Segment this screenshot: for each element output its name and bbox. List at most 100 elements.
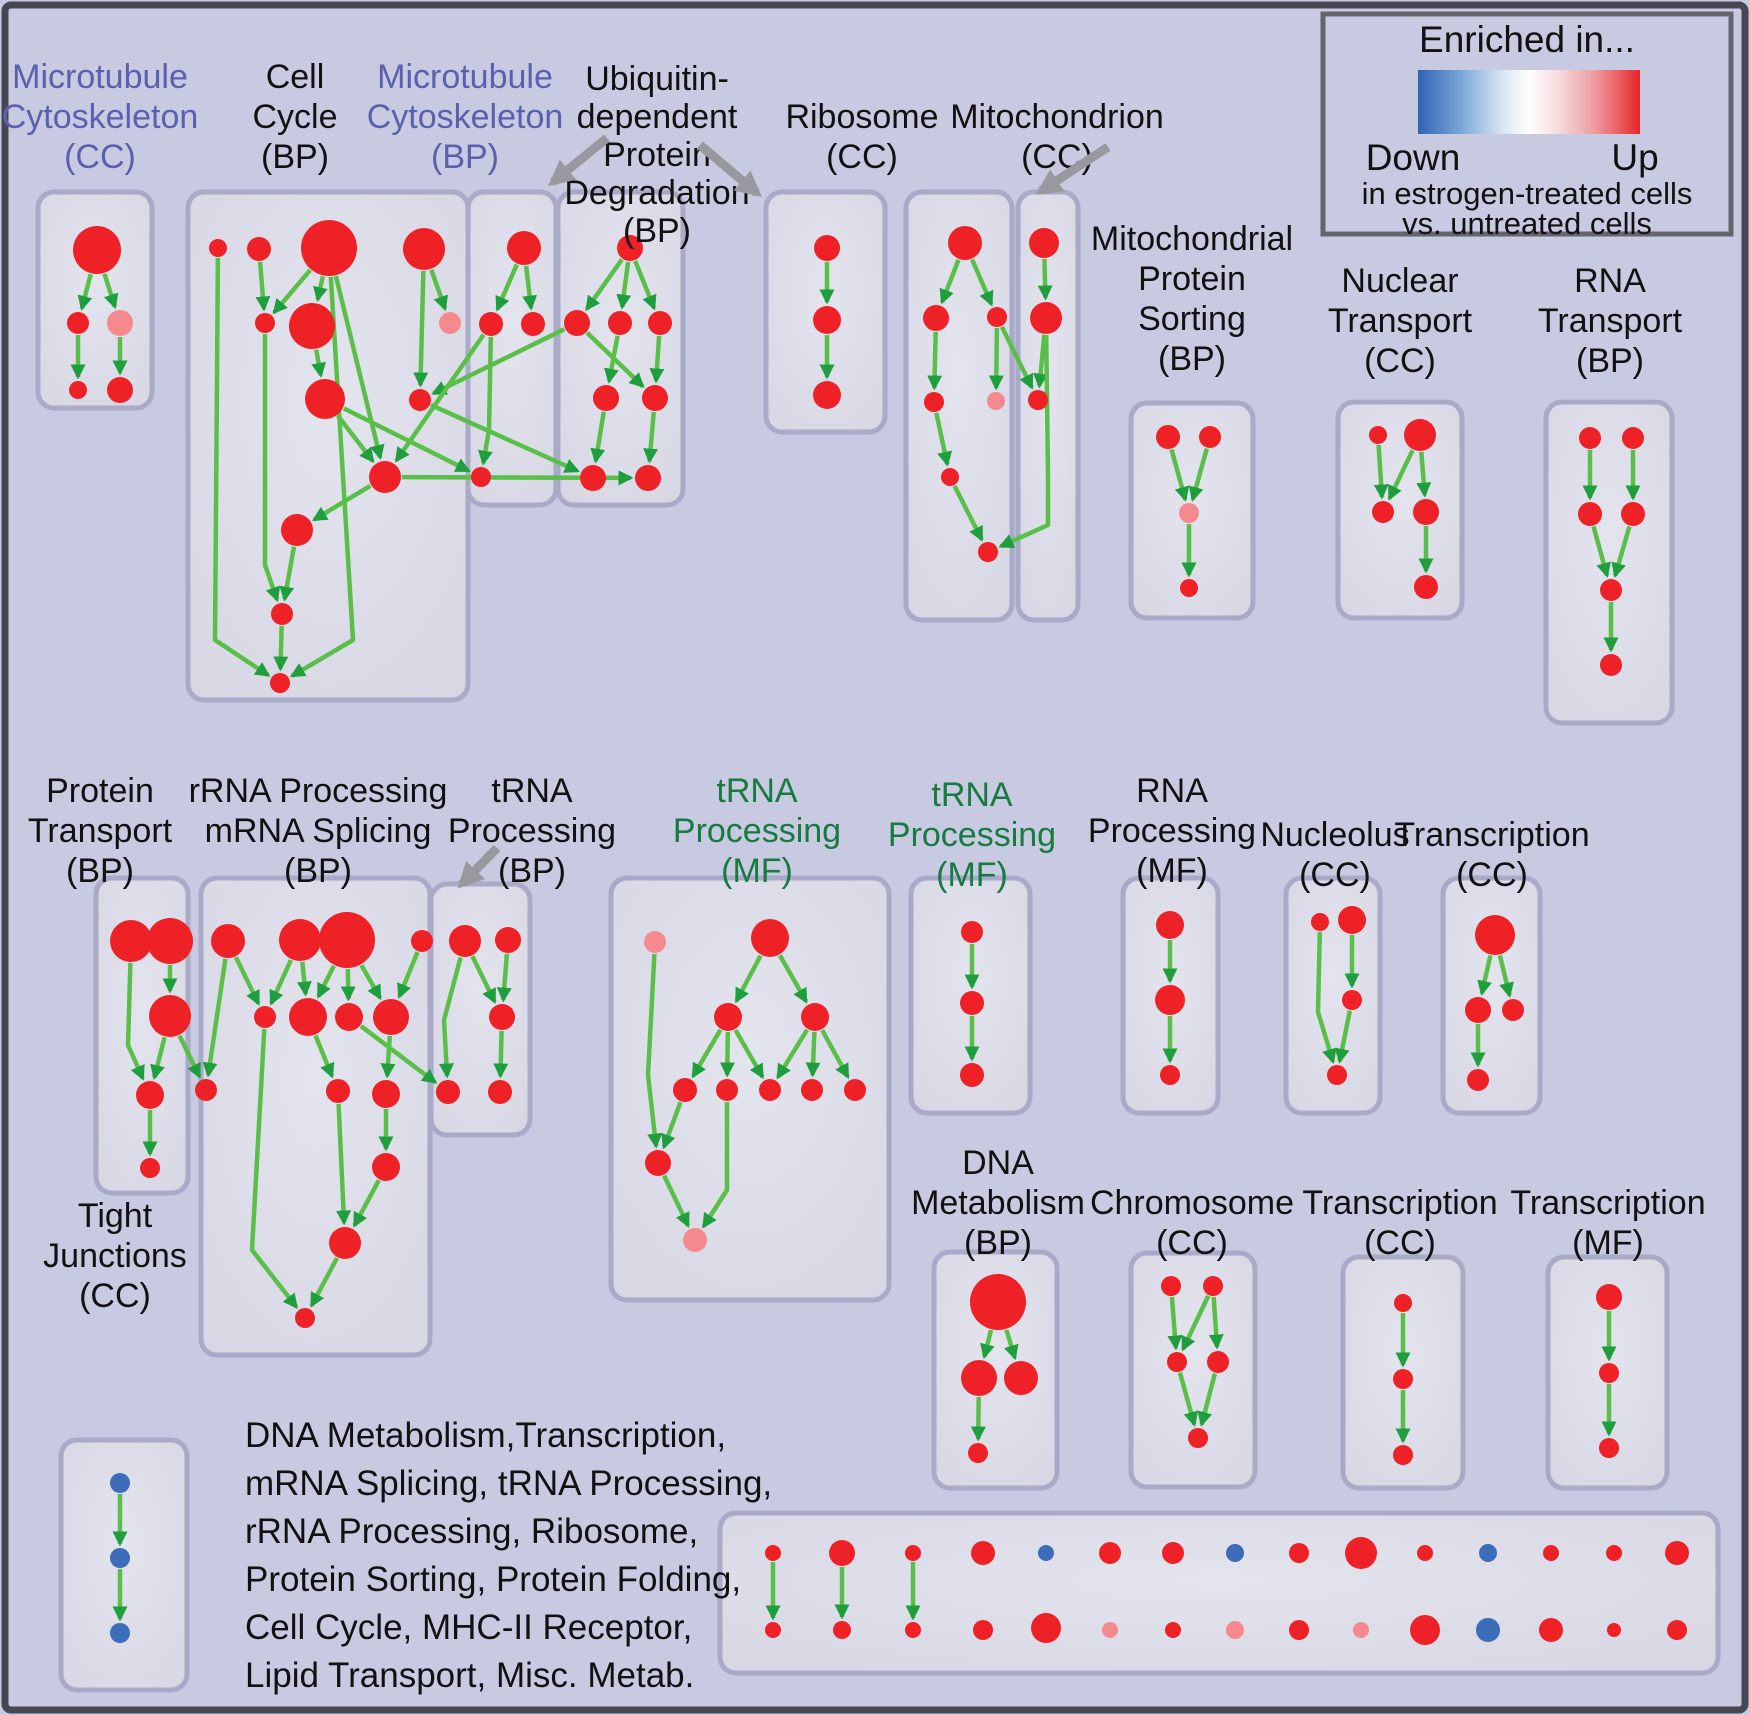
node-q11 (372, 1153, 400, 1181)
node-n3 (1372, 501, 1394, 523)
node-b10t (1345, 1537, 1377, 1569)
node-b5b (1031, 1613, 1061, 1643)
node-t1 (1579, 427, 1601, 449)
node-e1 (1161, 1276, 1181, 1296)
cluster-label-trna-processing-mf-2: tRNA Processing (MF) (888, 776, 1056, 894)
node-g1 (961, 921, 983, 943)
node-m3 (521, 312, 545, 336)
cluster-label-protein-transport-bp: Protein Transport (BP) (28, 772, 173, 890)
arrow-to-ubiquitin-box-2 (697, 141, 762, 198)
node-n5 (1414, 575, 1438, 599)
node-f3 (714, 1003, 742, 1031)
node-k5 (488, 1080, 512, 1104)
edge-arrow (429, 402, 580, 474)
node-f8 (801, 1079, 823, 1101)
edge-arrow (150, 1036, 167, 1081)
cluster-box-microtubule-cytoskeleton-cc (35, 189, 155, 411)
cluster-label-cell-cycle-bp: Cell Cycle (BP) (252, 58, 337, 176)
node-b9b (1289, 1620, 1309, 1640)
edge-arrow (102, 273, 119, 310)
node-o4 (1327, 1065, 1347, 1085)
edge-arrow (719, 1031, 735, 1078)
node-u3 (608, 311, 632, 335)
node-t6 (1600, 654, 1622, 676)
node-b11t (1417, 1545, 1433, 1561)
edge-arrow (177, 1034, 202, 1079)
node-o2 (1338, 906, 1366, 934)
cluster-box-nucleolus-cc (1283, 875, 1383, 1116)
edge-arrow (820, 1029, 850, 1079)
node-v3 (813, 381, 841, 409)
node-o1 (1311, 913, 1329, 931)
node-x1 (1475, 915, 1515, 955)
node-b9t (1289, 1543, 1309, 1563)
cluster-label-chromosome-cc: Chromosome (CC) (1090, 1184, 1294, 1262)
edge-arrow (927, 331, 943, 391)
arrow-to-trna-bp-box (457, 844, 501, 889)
cluster-label-rrna-processing-mrna-splicing-bp: rRNA Processing mRNA Splicing (BP) (189, 772, 448, 890)
edge-arrow (1591, 525, 1611, 578)
nodes-layer (67, 220, 1689, 1645)
legend-subtitle-1: in estrogen-treated cells (1362, 176, 1693, 211)
node-t5 (1600, 579, 1622, 601)
node-g2 (960, 991, 984, 1015)
node-b6t (1099, 1542, 1121, 1564)
node-b7b (1165, 1622, 1181, 1638)
node-mc5 (107, 377, 133, 403)
cluster-label-nuclear-transport-cc: Nuclear Transport (CC) (1328, 262, 1473, 380)
edge-arrow (1197, 1373, 1218, 1427)
edge-arrow (309, 1256, 339, 1308)
edge-arrow (1477, 955, 1493, 996)
node-u6 (642, 385, 668, 411)
node-s4 (1180, 579, 1198, 597)
node-n1 (1369, 426, 1387, 444)
cluster-box-misc-categories-cluster (717, 1510, 1721, 1676)
cluster-box-transcription-cc-1 (1440, 875, 1543, 1116)
node-p2 (147, 918, 193, 964)
node-b13b (1539, 1618, 1563, 1642)
node-n4 (1413, 499, 1439, 525)
edge-arrow (1416, 451, 1432, 498)
edge-arrow (202, 958, 228, 1078)
node-h1 (1156, 911, 1184, 939)
edge-arrow (496, 953, 512, 1003)
node-cc4 (403, 228, 445, 270)
legend-subtitle-2: vs. untreated cells (1402, 206, 1652, 241)
edge-arrow (495, 263, 519, 312)
node-w1 (1029, 228, 1059, 258)
node-k1 (449, 925, 481, 957)
node-b8t (1226, 1544, 1244, 1562)
node-cc12 (271, 603, 293, 625)
node-cc11 (281, 514, 313, 546)
node-q9 (326, 1079, 350, 1103)
node-mc3 (107, 310, 133, 336)
node-f10 (645, 1150, 671, 1176)
cluster-label-trna-processing-bp: tRNA Processing (BP) (448, 772, 616, 890)
cluster-label-microtubule-cytoskeleton-cc: Microtubule Cytoskeleton (CC) (2, 58, 199, 176)
arrow-to-mitochondrion-box (1035, 143, 1111, 195)
node-p3 (149, 995, 191, 1037)
edge-arrow (999, 325, 1034, 390)
node-b15b (1667, 1620, 1687, 1640)
node-u1 (617, 235, 643, 261)
edge-arrow (397, 951, 420, 999)
node-t2 (1622, 427, 1644, 449)
node-f2 (751, 919, 789, 957)
legend-down-label: Down (1366, 137, 1461, 178)
node-z2 (1599, 1363, 1619, 1383)
edge-arrow (1169, 448, 1190, 502)
edge-arrow (633, 260, 657, 311)
edge-arrow (336, 1103, 352, 1226)
cluster-label-trna-processing-mf-1: tRNA Processing (MF) (673, 772, 841, 890)
edge-arrow (333, 275, 385, 461)
edge-arrow (77, 273, 93, 311)
node-f5 (673, 1078, 697, 1102)
edge-arrow (249, 1028, 299, 1309)
node-q0 (195, 1079, 217, 1101)
edge-arrow (1180, 1294, 1211, 1352)
edge-arrow (939, 258, 961, 305)
node-k2 (495, 927, 521, 953)
